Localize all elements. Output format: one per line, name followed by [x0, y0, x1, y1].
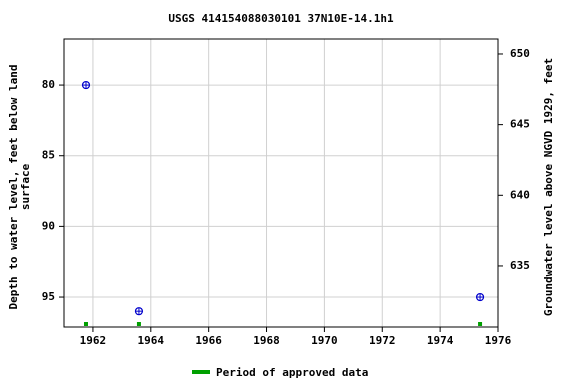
y2-tick-label: 645: [510, 118, 530, 131]
y2-tick-label: 635: [510, 259, 530, 272]
legend-label: Period of approved data: [216, 366, 368, 379]
y2-tick-label: 640: [510, 188, 530, 201]
x-tick-label: 1970: [311, 334, 338, 347]
y-axis-label: Depth to water level, feet below land: [7, 64, 20, 309]
y-tick-label: 90: [42, 219, 55, 232]
y-tick-label: 80: [42, 78, 55, 91]
x-tick-label: 1974: [427, 334, 454, 347]
approved-period: [136, 322, 141, 326]
y2-axis-label: Groundwater level above NGVD 1929, feet: [542, 58, 555, 316]
x-tick-label: 1962: [80, 334, 107, 347]
chart-title: USGS 414154088030101 37N10E-14.1h1: [168, 12, 394, 25]
data-point: [475, 292, 485, 302]
y-tick-label: 95: [42, 290, 55, 303]
x-tick-label: 1968: [253, 334, 280, 347]
data-point: [81, 80, 91, 90]
y-axis-label: surface: [19, 163, 32, 210]
x-tick-label: 1976: [485, 334, 512, 347]
approved-period: [478, 322, 483, 326]
x-tick-label: 1972: [369, 334, 396, 347]
data-point: [134, 307, 144, 316]
x-tick-label: 1964: [138, 334, 165, 347]
y2-tick-label: 650: [510, 47, 530, 60]
y-tick-label: 85: [42, 149, 55, 162]
x-tick-label: 1966: [195, 334, 222, 347]
approved-period: [83, 322, 88, 326]
plot-frame: [63, 38, 499, 328]
